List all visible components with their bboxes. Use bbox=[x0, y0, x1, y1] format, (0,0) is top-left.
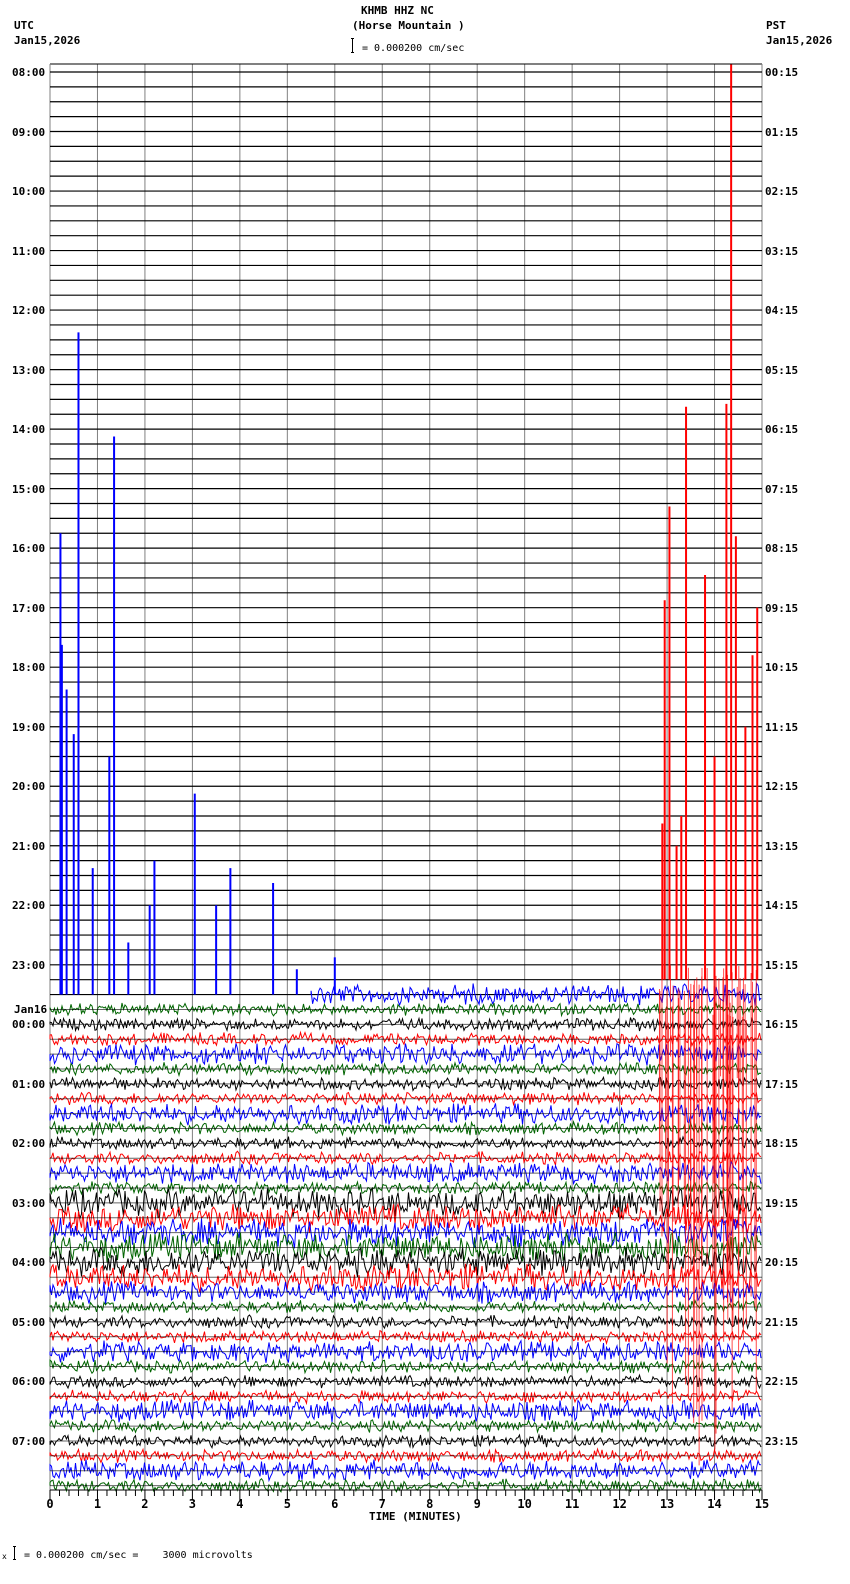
x-tick-label: 10 bbox=[517, 1497, 532, 1511]
pst-hour-label: 09:15 bbox=[765, 601, 799, 615]
x-tick-label: 11 bbox=[564, 1497, 580, 1511]
pst-hour-label: 10:15 bbox=[765, 661, 799, 675]
x-tick-label: 9 bbox=[473, 1497, 481, 1511]
utc-hour-label: 20:00 bbox=[12, 780, 46, 794]
footer-scale-bar-icon bbox=[13, 1546, 16, 1560]
utc-hour-label: 16:00 bbox=[12, 542, 46, 556]
pst-hour-label: 16:15 bbox=[765, 1018, 799, 1032]
utc-hour-label: 05:00 bbox=[12, 1315, 46, 1329]
pst-hour-label: 02:15 bbox=[765, 185, 799, 199]
pst-hour-label: 21:15 bbox=[765, 1315, 799, 1329]
utc-hour-label: 11:00 bbox=[12, 244, 46, 258]
pst-hour-label: 23:15 bbox=[765, 1434, 799, 1448]
utc-hour-label: 03:00 bbox=[12, 1196, 46, 1210]
utc-hour-label: 00:00 bbox=[12, 1018, 46, 1032]
x-tick-label: 1 bbox=[93, 1497, 102, 1511]
date-change-label: Jan16 bbox=[14, 1003, 48, 1017]
utc-hour-label: 08:00 bbox=[12, 66, 46, 79]
x-tick-label: 8 bbox=[426, 1497, 434, 1511]
left-date: Jan15,2026 bbox=[14, 34, 81, 47]
x-tick-label: 12 bbox=[612, 1497, 627, 1511]
utc-hour-label: 23:00 bbox=[12, 958, 46, 972]
x-tick-label: 7 bbox=[378, 1497, 386, 1511]
x-tick-label: 0 bbox=[46, 1497, 54, 1511]
pst-hour-label: 22:15 bbox=[765, 1375, 799, 1389]
station-title: KHMB HHZ NC bbox=[361, 4, 434, 17]
pst-hour-label: 15:15 bbox=[765, 958, 799, 972]
pst-hour-label: 11:15 bbox=[765, 720, 799, 734]
utc-hour-label: 13:00 bbox=[12, 363, 46, 377]
pst-hour-label: 04:15 bbox=[765, 304, 799, 318]
utc-hour-label: 10:00 bbox=[12, 185, 46, 199]
x-axis-label: TIME (MINUTES) bbox=[369, 1510, 462, 1523]
utc-hour-label: 06:00 bbox=[12, 1375, 46, 1389]
pst-hour-label: 13:15 bbox=[765, 839, 799, 853]
utc-hour-label: 15:00 bbox=[12, 482, 46, 496]
pst-hour-label: 07:15 bbox=[765, 482, 799, 496]
pst-hour-label: 05:15 bbox=[765, 363, 799, 377]
utc-hour-label: 18:00 bbox=[12, 661, 46, 675]
utc-hour-label: 04:00 bbox=[12, 1256, 46, 1270]
x-tick-label: 3 bbox=[188, 1497, 197, 1511]
x-tick-label: 14 bbox=[707, 1497, 722, 1511]
utc-hour-label: 22:00 bbox=[12, 899, 46, 913]
pst-hour-label: 19:15 bbox=[765, 1196, 799, 1210]
x-tick-label: 2 bbox=[141, 1497, 149, 1511]
x-tick-label: 4 bbox=[236, 1497, 244, 1511]
pst-hour-label: 18:15 bbox=[765, 1137, 799, 1151]
utc-hour-label: 12:00 bbox=[12, 304, 46, 318]
utc-hour-label: 09:00 bbox=[12, 125, 46, 139]
pst-hour-label: 08:15 bbox=[765, 542, 799, 556]
x-tick-label: 13 bbox=[659, 1497, 675, 1511]
x-tick-label: 5 bbox=[283, 1497, 291, 1511]
utc-hour-label: 07:00 bbox=[12, 1434, 46, 1448]
utc-hour-label: 02:00 bbox=[12, 1137, 46, 1151]
station-location: (Horse Mountain ) bbox=[352, 19, 465, 32]
pst-hour-label: 14:15 bbox=[765, 899, 799, 913]
pst-hour-label: 01:15 bbox=[765, 125, 799, 139]
utc-hour-label: 01:00 bbox=[12, 1077, 46, 1091]
utc-hour-label: 21:00 bbox=[12, 839, 46, 853]
x-tick-label: 15 bbox=[754, 1497, 770, 1511]
left-timezone: UTC bbox=[14, 19, 34, 32]
pst-hour-label: 00:15 bbox=[765, 66, 799, 79]
footer-scale-text: = 0.000200 cm/sec = 3000 microvolts bbox=[24, 1550, 253, 1561]
scale-bar-icon bbox=[351, 38, 354, 53]
pst-hour-label: 12:15 bbox=[765, 780, 799, 794]
pst-hour-label: 06:15 bbox=[765, 423, 799, 437]
utc-hour-label: 17:00 bbox=[12, 601, 46, 615]
footer-prefix: x bbox=[2, 1552, 7, 1561]
right-date: Jan15,2026 bbox=[766, 34, 833, 47]
pst-hour-label: 03:15 bbox=[765, 244, 799, 258]
x-tick-label: 6 bbox=[331, 1497, 339, 1511]
scale-text: = 0.000200 cm/sec bbox=[362, 43, 465, 54]
right-timezone: PST bbox=[766, 19, 786, 32]
utc-hour-label: 14:00 bbox=[12, 423, 46, 437]
pst-hour-label: 17:15 bbox=[765, 1077, 799, 1091]
pst-hour-label: 20:15 bbox=[765, 1256, 799, 1270]
utc-hour-label: 19:00 bbox=[12, 720, 46, 734]
